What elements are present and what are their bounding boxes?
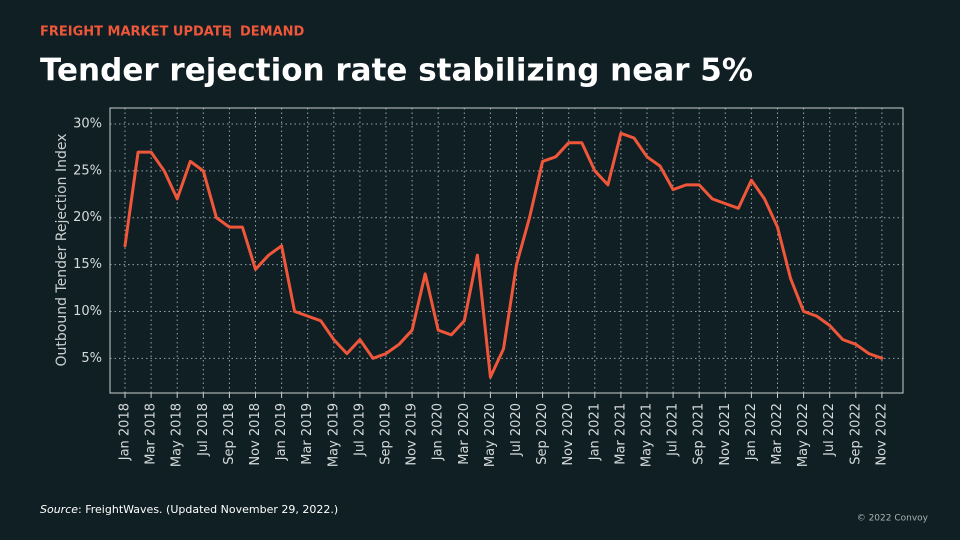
x-tick-label: May 2022 <box>796 403 811 467</box>
kicker-section: DEMAND <box>240 25 305 40</box>
source: Source: FreightWaves. (Updated November … <box>40 503 338 516</box>
x-tick-label: Sep 2018 <box>222 403 237 465</box>
y-tick-label: 30% <box>73 116 102 131</box>
x-tick-label: May 2021 <box>640 403 655 467</box>
x-tick-label: May 2018 <box>170 403 185 467</box>
kicker: FREIGHT MARKET UPDATE <box>40 25 231 40</box>
x-tick-label: Jan 2018 <box>118 403 133 461</box>
x-tick-label: Sep 2019 <box>379 403 394 465</box>
x-tick-label: May 2019 <box>326 403 341 467</box>
y-tick-label: 5% <box>81 351 102 366</box>
x-tick-label: Sep 2022 <box>848 403 863 465</box>
plot: 5% 10% 15% 20% 25% 30% Jan 2018 Mar 2018 May 201… <box>73 107 904 467</box>
plot-frame <box>109 107 904 394</box>
x-tick-label: Nov 2021 <box>718 403 733 466</box>
x-tick-label: Jan 2021 <box>587 403 602 461</box>
x-tick-label: Jul 2020 <box>509 403 524 457</box>
x-tick-label: Jan 2019 <box>274 403 289 461</box>
x-tick-label: Jul 2019 <box>352 403 367 457</box>
x-tick-label: Jul 2018 <box>196 403 211 457</box>
x-tick-label: Sep 2020 <box>535 403 550 465</box>
x-tick-label: Jan 2020 <box>431 403 446 461</box>
x-tick-label: Mar 2019 <box>300 403 315 465</box>
x-tick-label: Mar 2018 <box>144 403 159 465</box>
y-tick-label: 10% <box>73 304 102 319</box>
x-tick-label: May 2020 <box>483 403 498 467</box>
x-tick-label: Nov 2022 <box>874 403 889 466</box>
y-axis-label: Outbound Tender Rejection Index <box>54 133 70 366</box>
x-tick-label: Mar 2020 <box>457 403 472 465</box>
x-tick-label: Jan 2022 <box>744 403 759 461</box>
x-tick-label: Jul 2022 <box>822 403 837 457</box>
x-tick-label: Jul 2021 <box>666 403 681 457</box>
x-tick-label: Mar 2022 <box>770 403 785 465</box>
x-tick-label: Nov 2018 <box>248 403 263 466</box>
source-text: : FreightWaves. (Updated November 29, 20… <box>78 503 338 516</box>
y-tick-label: 20% <box>73 210 102 225</box>
x-tick-label: Sep 2021 <box>692 403 707 465</box>
x-tick-label: Nov 2020 <box>561 403 576 466</box>
source-label: Source <box>40 503 78 516</box>
copyright: © 2022 Convoy <box>857 514 929 524</box>
y-tick-label: 25% <box>73 163 102 178</box>
data-line <box>123 131 884 379</box>
x-tick-label: Nov 2019 <box>405 403 420 466</box>
chart-title: Tender rejection rate stabilizing near 5… <box>40 53 753 89</box>
x-tick-label: Mar 2021 <box>613 403 628 465</box>
y-tick-label: 15% <box>73 257 102 272</box>
